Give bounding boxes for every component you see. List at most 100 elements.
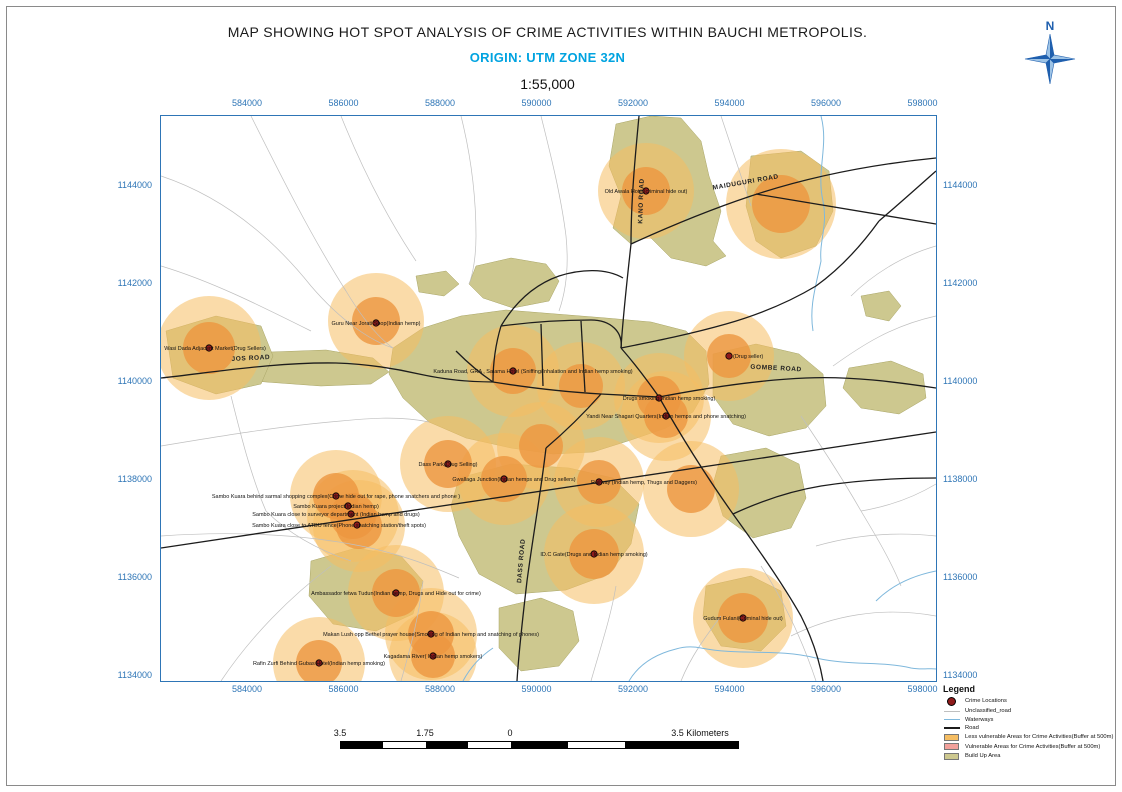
builtup-area [415,270,460,297]
coordinate-label: 1142000 [943,278,978,288]
unclassified-road [590,585,617,681]
scale-bar-label: 3.5 Kilometers [671,728,729,738]
unclassified-road [790,611,936,637]
road [455,350,494,383]
crime-point [739,614,747,622]
crime-point-label: Sambo Kuara behind sarmal shopping compl… [212,494,460,500]
coordinate-label: 586000 [328,684,359,694]
map-subtitle: ORIGIN: UTM ZONE 32N [469,50,626,65]
legend-swatch-point [943,696,962,706]
road [658,396,824,681]
road [540,323,544,387]
unclassified-road [850,245,936,297]
buffer-inner [667,465,715,513]
road-label: GOMBE ROAD [750,364,802,374]
crime-point [500,475,508,483]
unclassified-road [161,417,430,447]
crime-point-label: Sambo Kuara project(Indian hemp) [293,504,379,510]
crime-point [315,659,323,667]
line-symbol [944,727,960,729]
scale-bar-segment [383,742,426,748]
scale-bar-segment [468,742,511,748]
unclassified-road [680,615,722,681]
scale-bar-segment [426,742,468,748]
x-axis-labels-bottom: 584000 586000 588000 590000 592000 594000 5960… [160,684,938,696]
road [732,477,936,515]
legend-item-label: Build Up Area [965,753,1001,759]
road [620,220,880,349]
coordinate-label: 1134000 [943,670,978,680]
legend-item-label: Less vulnerable Areas for Crime Activiti… [965,734,1114,740]
crime-point-label: Wasi Dada Adjacent Market(Drug Sellers) [164,346,266,352]
crime-point-label: Ambassador fetwa Tudun(Indian hemp, Drug… [311,591,481,597]
legend-item: Road [943,725,1119,731]
unclassified-road [832,315,936,367]
point-symbol [947,696,956,706]
road [492,381,660,398]
road [516,447,547,681]
coordinate-label: 1142000 [117,278,152,288]
legend-swatch-fill [943,752,962,760]
crime-point-label: Guru Near Jorati Shop(Indian hemp) [332,321,421,327]
legend-item-label: Unclassified_road [965,708,1012,714]
waterway [875,570,936,602]
crime-point-label: Makan Lush opp Bethel prayer house(Smoki… [323,632,539,638]
coordinate-label: 1138000 [943,474,978,484]
coordinate-label: 596000 [810,684,842,694]
compass-icon [1024,33,1076,85]
unclassified-road [161,265,312,332]
legend-item-label: Vulnerable Areas for Crime Activities(Bu… [965,743,1101,750]
crime-point [725,352,733,360]
crime-point [205,344,213,352]
builtup-area [468,257,560,309]
legend-swatch-line [943,710,962,712]
road [755,193,936,225]
crime-point-label: Railway (Indian hemp, Thugs and Daggers) [591,480,697,486]
crime-point [595,478,603,486]
crime-point [642,187,650,195]
waterway [700,647,936,670]
coordinate-label: 1144000 [943,180,978,190]
fill-symbol [944,752,959,760]
coordinate-label: 592000 [617,98,649,108]
coordinate-label: 594000 [714,98,745,108]
crime-point [662,412,670,420]
crime-point-label: Old Awala Hotel(criminal hide out) [605,189,688,195]
crime-point-label: Gwallaga Junction(Indian hemps and Drug … [452,477,575,483]
buffer-inner [519,424,563,468]
coordinate-label: 584000 [231,684,263,694]
crime-point-label: Sambo Kuara close to surveyor department… [252,512,420,518]
crime-point [372,319,380,327]
scale-bar-label: 1.75 [416,728,434,738]
crime-point [429,652,437,660]
scale-bar-segment [341,742,383,748]
builtup-area [860,290,902,322]
coordinate-label: 594000 [714,684,745,694]
waterway [462,647,494,681]
legend-item-label: Waterways [965,716,994,723]
coordinate-label: 588000 [424,684,456,694]
waterway [628,646,702,681]
scale-bar-label: 0 [507,728,513,738]
road [658,376,936,398]
road-label: DASS ROAD [516,538,527,583]
crime-point-label: Gudum Fulani(Criminal hide out) [703,616,783,622]
unclassified-road [815,533,936,547]
road [580,320,586,393]
buffer-inner [752,175,810,233]
unclassified-road [220,565,332,681]
builtup-area [842,360,927,415]
legend-swatch-fill [943,743,962,750]
crime-point [392,589,400,597]
legend-item-label: Road [965,725,979,731]
road [500,270,624,327]
y-axis-labels-right: 1144000 1142000 1140000 1138000 1136000 11340… [939,115,987,680]
coordinate-label: 1140000 [943,376,978,386]
road [161,431,936,549]
legend-item: Unclassified_road [943,708,1119,714]
crime-point-label: Sambo Kuara close to ATBU fence(Phone sn… [252,523,426,529]
legend-title: Legend [943,684,976,694]
crime-point-label: (Drug seller) [733,354,763,360]
road [161,362,494,383]
crime-point [655,394,663,402]
